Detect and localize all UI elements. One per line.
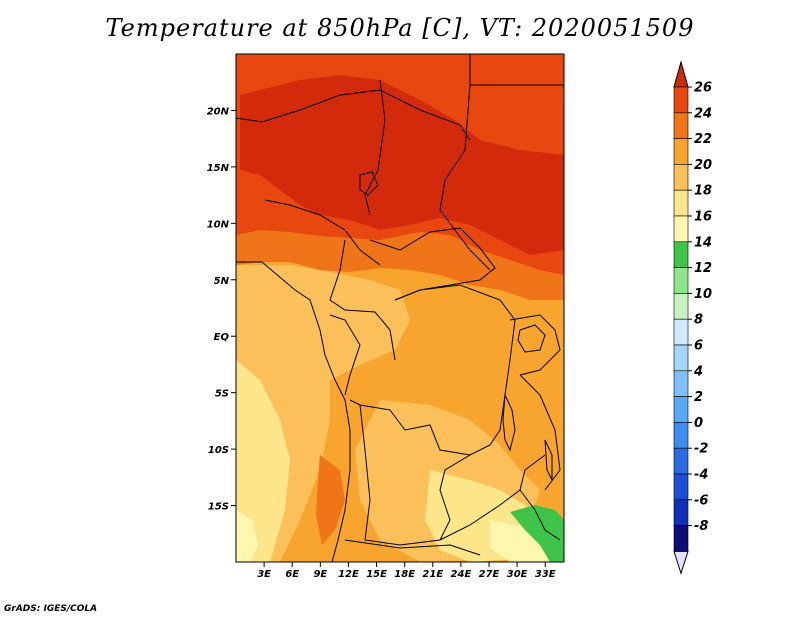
border-drc [349, 284, 516, 456]
colorbar-swatch [673, 473, 689, 501]
colorbar-swatch [673, 293, 689, 320]
lon-tick-label: 24E [451, 569, 472, 580]
border-car [369, 227, 496, 301]
border-uganda-kenya [509, 314, 561, 376]
lon-tick-label: 30E [507, 569, 528, 580]
lon-tick-label: 9E [313, 569, 327, 580]
colorbar-label: 16 [694, 210, 712, 225]
lon-tick-label: 15E [366, 569, 387, 580]
latitude-axis: 20N 15N 10N 5N EQ 5S 10S 15S [207, 106, 236, 513]
lon-tick-label: 27E [479, 569, 500, 580]
lon-tick-label: 3E [257, 569, 271, 580]
field-band-16 [236, 510, 258, 562]
border-zambia-south [439, 454, 546, 541]
lat-tick-label: EQ [214, 332, 230, 343]
colorbar-label: 24 [694, 106, 712, 121]
border-sahara [236, 89, 471, 141]
colorbar-label: 8 [694, 313, 703, 328]
border-cameroon [329, 239, 396, 361]
colorbar-swatch [673, 525, 689, 552]
colorbar-swatch [673, 215, 689, 243]
colorbar-over-triangle [673, 60, 689, 88]
colorbar-label: 20 [694, 158, 712, 173]
colorbar-swatch [673, 370, 689, 397]
lat-tick-label: 5N [214, 276, 230, 287]
field-band-22b [316, 455, 345, 545]
field-band-28 [240, 75, 564, 255]
lat-tick-label: 15S [208, 502, 229, 513]
colorbar-swatch [673, 241, 689, 268]
colorbar-label: 18 [694, 184, 712, 199]
border-mozambique [519, 489, 561, 541]
colorbar-label: -6 [694, 493, 708, 508]
field-band-24 [236, 230, 564, 300]
colorbar-label: 10 [694, 287, 712, 302]
colorbar-label: 26 [694, 81, 712, 96]
colorbar-label: 0 [694, 416, 703, 431]
border-tanzania [519, 374, 561, 491]
colorbar-swatch [673, 447, 689, 475]
lon-tick-label: 21E [422, 569, 443, 580]
colorbar-label: 12 [694, 261, 712, 276]
lake-chad [359, 171, 379, 196]
colorbar-swatch [673, 422, 689, 449]
lon-tick-label: 18E [394, 569, 415, 580]
lake-victoria [517, 324, 546, 353]
colorbar-label: 4 [693, 364, 703, 379]
lat-tick-label: 15N [207, 163, 230, 174]
colorbar-label: 6 [694, 339, 703, 354]
map-frame [235, 53, 565, 563]
border-chad-niger [364, 79, 386, 216]
longitude-axis: 3E 6E 9E 12E 15E 18E 21E 24E 27E 30E 33E [257, 562, 556, 580]
colorbar-label: 14 [694, 235, 712, 250]
colorbar-swatch [673, 396, 689, 423]
colorbar-swatch [673, 138, 689, 165]
field-band-18 [236, 360, 290, 562]
border-namibia [344, 539, 481, 556]
country-borders [236, 54, 564, 562]
lon-tick-label: 33E [535, 569, 556, 580]
border-gabon-congo [329, 314, 361, 396]
colorbar-under-triangle [673, 550, 689, 576]
lat-tick-label: 20N [207, 106, 230, 117]
lon-tick-label: 6E [285, 569, 299, 580]
temperature-field [236, 54, 564, 562]
border-angola-zambia [359, 404, 471, 546]
colorbar-label: -2 [694, 442, 708, 457]
coastline-west [236, 261, 351, 562]
colorbar-label: -8 [694, 519, 708, 534]
colorbar-swatch [673, 164, 689, 191]
colorbar-label: -4 [694, 468, 708, 483]
colorbar-label: 22 [694, 132, 712, 147]
colorbar-swatch [673, 86, 689, 114]
lat-tick-label: 10N [207, 219, 230, 230]
lon-tick-label: 12E [338, 569, 359, 580]
colorbar-swatch [673, 318, 689, 346]
lat-tick-label: 5S [215, 389, 229, 400]
colorbar-swatch [673, 267, 689, 294]
colorbar-swatch [673, 112, 689, 139]
field-band-14 [510, 505, 564, 562]
map-title: Temperature at 850hPa [C], VT: 202005150… [105, 14, 695, 42]
credit-text: GrADS: IGES/COLA [4, 604, 98, 614]
colorbar-swatch [673, 344, 689, 372]
lake-tanganyika [502, 393, 516, 452]
lake-malawi [544, 439, 553, 481]
lat-tick-label: 10S [208, 445, 229, 456]
border-nigeria [264, 199, 381, 266]
colorbar-swatch [673, 189, 689, 217]
border-chad-sudan [439, 54, 491, 271]
colorbar-swatch [673, 499, 689, 526]
colorbar-label: 2 [694, 390, 703, 405]
